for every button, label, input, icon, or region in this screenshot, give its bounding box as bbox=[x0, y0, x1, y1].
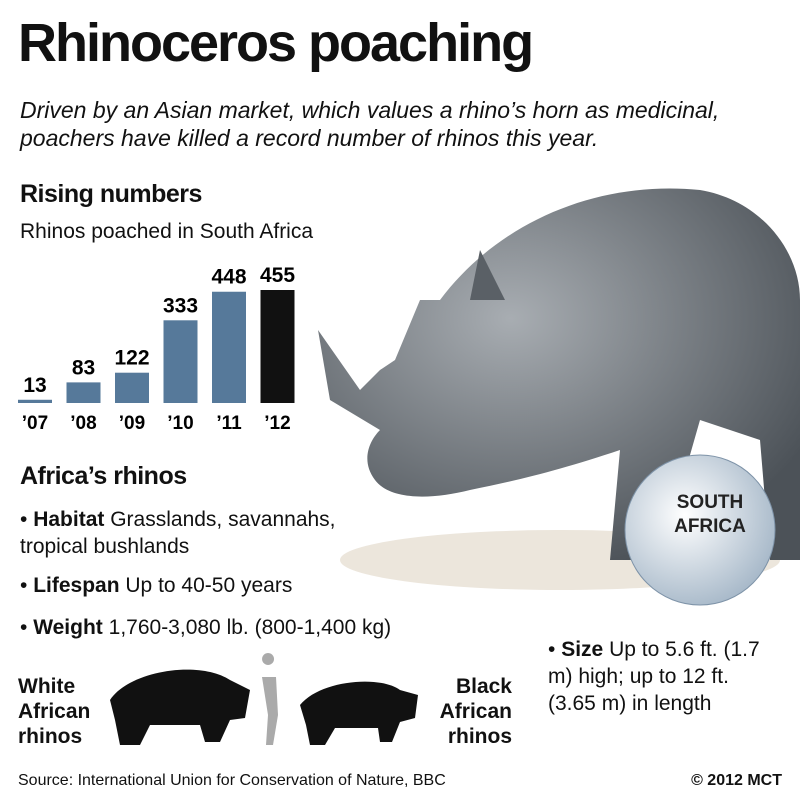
fact-text: Grasslands, savannahs, tropical bushland… bbox=[20, 508, 336, 558]
value-label: 122 bbox=[114, 347, 149, 370]
bar bbox=[115, 372, 149, 403]
x-tick-label: ’10 bbox=[167, 413, 193, 434]
title: Rhinoceros poaching bbox=[18, 13, 534, 73]
white-rhino-silhouette bbox=[110, 669, 250, 745]
bar bbox=[163, 320, 198, 403]
facts-title: Africa’s rhinos bbox=[20, 462, 187, 490]
value-label: 448 bbox=[211, 266, 246, 289]
fact-text: Up to 40-50 years bbox=[125, 574, 293, 597]
credit: © 2012 MCT bbox=[691, 772, 782, 789]
globe-label-line: SOUTH bbox=[677, 492, 744, 513]
fact: • Lifespan Up to 40-50 years bbox=[20, 574, 293, 597]
subtitle: Driven by an Asian market, which values … bbox=[20, 97, 720, 151]
fact-label: Lifespan bbox=[33, 574, 120, 597]
value-label: 455 bbox=[260, 264, 295, 287]
x-tick-label: ’11 bbox=[216, 413, 242, 434]
chart-title: Rising numbers bbox=[20, 180, 202, 208]
bar bbox=[18, 399, 52, 403]
bar bbox=[260, 290, 295, 403]
fact-label: Habitat bbox=[33, 508, 105, 531]
species-label: White African rhinos bbox=[18, 675, 91, 748]
species-label: Black African rhinos bbox=[439, 675, 512, 748]
bar bbox=[212, 291, 246, 403]
bar bbox=[66, 382, 101, 403]
fact: • Size Up to 5.6 ft. (1.7 m) high; up to… bbox=[548, 638, 760, 715]
value-label: 83 bbox=[72, 356, 95, 379]
fact-label: Size bbox=[561, 638, 604, 661]
bar-chart: 13 ’07 83 ’08 122 ’09 333 ’10 448 ’11 455 ’12 bbox=[18, 264, 295, 434]
chart-subtitle: Rhinos poached in South Africa bbox=[20, 220, 314, 243]
fact-text: 1,760-3,080 lb. (800-1,400 kg) bbox=[108, 616, 392, 639]
x-tick-label: ’09 bbox=[119, 413, 145, 434]
value-label: 333 bbox=[163, 294, 198, 317]
x-tick-label: ’07 bbox=[22, 413, 48, 434]
black-rhino-silhouette bbox=[300, 681, 418, 745]
x-tick-label: ’12 bbox=[264, 413, 290, 434]
fact: • Habitat Grasslands, savannahs, tropica… bbox=[20, 508, 336, 558]
globe bbox=[624, 454, 776, 606]
source: Source: International Union for Conserva… bbox=[18, 772, 446, 789]
fact-text: Up to 5.6 ft. (1.7 m) high; up to 12 ft.… bbox=[548, 638, 760, 715]
human-silhouette bbox=[262, 653, 278, 745]
value-label: 13 bbox=[23, 374, 46, 397]
globe-label: SOUTH AFRICA bbox=[674, 492, 746, 537]
globe-label-line: AFRICA bbox=[674, 516, 746, 537]
fact-label: Weight bbox=[33, 616, 103, 639]
rhino-ear bbox=[470, 250, 505, 300]
fact: • Weight 1,760-3,080 lb. (800-1,400 kg) bbox=[20, 616, 392, 639]
x-tick-label: ’08 bbox=[70, 413, 96, 434]
